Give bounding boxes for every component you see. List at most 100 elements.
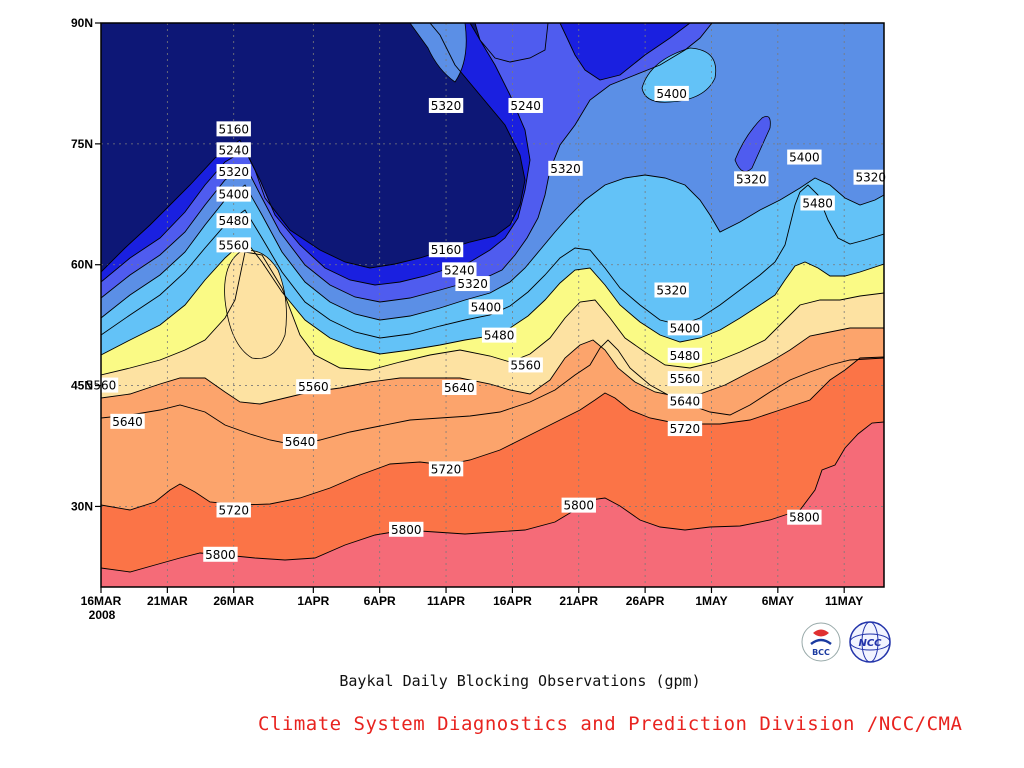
contour-label-bg (216, 213, 251, 229)
contour-label-bg (282, 433, 318, 449)
contour-label: 5800 (205, 548, 236, 562)
contour-label: 5240 (510, 99, 541, 113)
year-label: 2008 (89, 608, 116, 622)
contour-label-bg (561, 497, 596, 513)
x-tick-label: 21APR (559, 594, 598, 608)
contour-line (101, 239, 884, 356)
contour-label-bg (667, 347, 703, 363)
contour-label: 5800 (391, 523, 422, 537)
contour-line (101, 174, 884, 321)
contour-label-bg (734, 171, 769, 187)
plot-frame (100, 22, 885, 588)
x-tick-label: 1MAY (695, 594, 727, 608)
contour-label: 5800 (789, 511, 820, 525)
contour-line (101, 327, 884, 405)
contour-label: 5480 (802, 196, 833, 210)
contour-label-bg (787, 509, 822, 525)
contour-label-bg (442, 262, 477, 278)
contour-label: 5400 (656, 87, 687, 101)
contour-label: 5480 (670, 349, 701, 363)
contour-label-bg (216, 142, 251, 158)
contour-label: 5320 (656, 283, 687, 297)
svg-text:NCC: NCC (858, 638, 882, 649)
contour-label: 5640 (670, 395, 701, 409)
contour-label-bg (110, 413, 145, 429)
contour-label: 5720 (218, 503, 249, 517)
x-tick-label: 26MAR (213, 594, 254, 608)
contour-label: 5560 (510, 358, 541, 372)
contour-label: 5720 (670, 422, 701, 436)
contour-label-bg (216, 502, 251, 518)
x-tick-label: 6APR (364, 594, 396, 608)
contour-label-bg (216, 237, 251, 253)
contour-label-bg (428, 97, 464, 113)
grid (101, 23, 884, 587)
contour-label: 5560 (218, 238, 249, 252)
contour-label: 5240 (218, 143, 249, 157)
y-axis: 30N 45N 60N 75N 90N (71, 16, 101, 513)
credit-line: Climate System Diagnostics and Predictio… (258, 713, 963, 735)
contour-label: 5400 (670, 321, 701, 335)
y-tick-label: 60N (71, 258, 93, 272)
x-tick-label: 21MAR (147, 594, 188, 608)
contour-label: 5400 (218, 188, 249, 202)
contour-label-bg (667, 371, 703, 387)
x-tick-label: 6MAY (762, 594, 794, 608)
contour-label-bg (481, 327, 517, 343)
contour-label-bg (428, 242, 464, 258)
contour-label-bg (428, 461, 464, 477)
y-tick-label: 45N (71, 379, 93, 393)
contour-label-bg (442, 379, 477, 395)
contour-label-bg (667, 421, 703, 437)
contour-label: 5560 (670, 372, 701, 386)
ncc-logo: NCC (849, 621, 891, 663)
y-tick-label: 30N (71, 499, 93, 513)
contour-label: 5160 (218, 122, 249, 136)
contour-label-bg (787, 149, 822, 165)
contour-label: 5720 (431, 462, 462, 476)
y-tick-label: 90N (71, 16, 93, 30)
contour-label-bg (654, 282, 689, 298)
contour-label-bg (654, 85, 689, 101)
contour-label-bg (216, 164, 251, 180)
contour-label-bg (667, 320, 703, 336)
band-above-5800 (101, 422, 884, 587)
x-tick-label: 11APR (427, 594, 465, 608)
contour-label-bg (548, 160, 583, 176)
x-axis: 16MAR 21MAR 26MAR 1APR 6APR 11APR 16APR 21APR 26… (81, 587, 863, 608)
contour-line (101, 356, 884, 511)
contour-label-bg (389, 521, 424, 537)
contour-label: 5640 (112, 415, 143, 429)
contour-label-bg (296, 379, 331, 395)
contour-label: 5640 (444, 381, 475, 395)
svg-text:BCC: BCC (812, 648, 830, 657)
contour-label: 5320 (431, 99, 462, 113)
contour-label: 5400 (789, 151, 820, 165)
contour-label-bg (667, 393, 703, 409)
contour-line (101, 339, 884, 446)
contour-label: 5160 (431, 243, 462, 257)
high-lat-5320-tongue (409, 23, 467, 83)
contour-label: 5320 (855, 171, 886, 185)
contour-label: 5480 (484, 329, 515, 343)
contour-label: 5320 (550, 162, 581, 176)
contour-label: 5320 (218, 165, 249, 179)
contour-label-bg (216, 121, 251, 137)
contour-line (101, 184, 884, 339)
y-tick-label: 75N (71, 137, 93, 151)
x-tick-label: 11MAY (825, 594, 863, 608)
contour-label-bg (468, 299, 504, 315)
contour-label-bg (508, 97, 543, 113)
bcc-logo: BCC (801, 622, 841, 662)
x-tick-label: 16MAR (81, 594, 122, 608)
contour-label-bg (853, 169, 888, 185)
x-tick-label: 16APR (493, 594, 532, 608)
contour-label: 5320 (736, 172, 767, 186)
contour-label-bg (203, 546, 238, 562)
contour-label: 5480 (218, 214, 249, 228)
contour-label-bg (800, 195, 835, 211)
contour-label: 5400 (471, 300, 502, 314)
contour-label: 5800 (563, 499, 594, 513)
contour-label: 5640 (285, 435, 316, 449)
